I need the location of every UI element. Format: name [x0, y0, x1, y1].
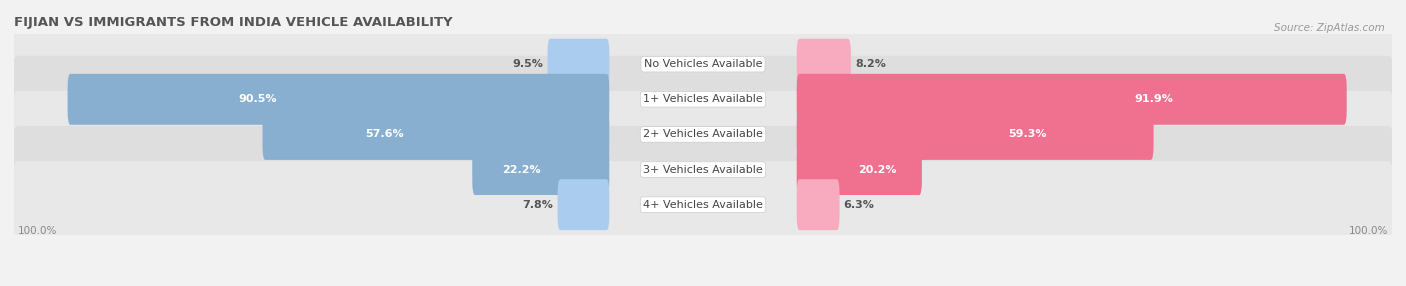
- FancyBboxPatch shape: [797, 144, 922, 195]
- FancyBboxPatch shape: [797, 109, 1153, 160]
- FancyBboxPatch shape: [13, 56, 1393, 143]
- Text: 1+ Vehicles Available: 1+ Vehicles Available: [643, 94, 763, 104]
- Text: 4+ Vehicles Available: 4+ Vehicles Available: [643, 200, 763, 210]
- FancyBboxPatch shape: [472, 144, 609, 195]
- FancyBboxPatch shape: [797, 39, 851, 90]
- Text: 8.2%: 8.2%: [855, 59, 886, 69]
- Text: 100.0%: 100.0%: [1350, 226, 1389, 236]
- Text: 6.3%: 6.3%: [844, 200, 875, 210]
- FancyBboxPatch shape: [13, 126, 1393, 213]
- Text: 100.0%: 100.0%: [17, 226, 56, 236]
- Text: 90.5%: 90.5%: [239, 94, 277, 104]
- FancyBboxPatch shape: [797, 74, 1347, 125]
- Text: 59.3%: 59.3%: [1008, 130, 1047, 139]
- Text: Source: ZipAtlas.com: Source: ZipAtlas.com: [1274, 23, 1385, 33]
- Text: 57.6%: 57.6%: [366, 130, 404, 139]
- FancyBboxPatch shape: [67, 74, 609, 125]
- FancyBboxPatch shape: [558, 179, 609, 230]
- FancyBboxPatch shape: [13, 91, 1393, 178]
- Text: 2+ Vehicles Available: 2+ Vehicles Available: [643, 130, 763, 139]
- FancyBboxPatch shape: [547, 39, 609, 90]
- Text: 91.9%: 91.9%: [1133, 94, 1173, 104]
- Text: 3+ Vehicles Available: 3+ Vehicles Available: [643, 164, 763, 174]
- FancyBboxPatch shape: [797, 179, 839, 230]
- FancyBboxPatch shape: [13, 21, 1393, 108]
- FancyBboxPatch shape: [263, 109, 609, 160]
- Text: 22.2%: 22.2%: [502, 164, 540, 174]
- Text: 20.2%: 20.2%: [858, 164, 897, 174]
- Text: FIJIAN VS IMMIGRANTS FROM INDIA VEHICLE AVAILABILITY: FIJIAN VS IMMIGRANTS FROM INDIA VEHICLE …: [14, 16, 453, 29]
- Text: 7.8%: 7.8%: [523, 200, 554, 210]
- FancyBboxPatch shape: [13, 161, 1393, 248]
- Text: 9.5%: 9.5%: [513, 59, 543, 69]
- Text: No Vehicles Available: No Vehicles Available: [644, 59, 762, 69]
